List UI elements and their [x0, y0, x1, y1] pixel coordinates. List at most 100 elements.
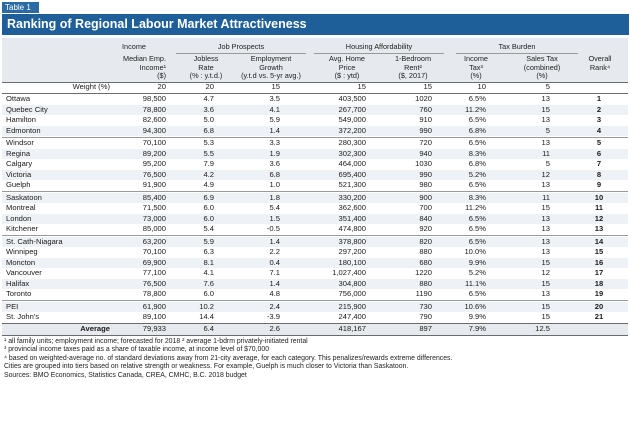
cell-city: Hamilton: [6, 115, 36, 124]
cell-med: 82,600: [142, 115, 166, 124]
table-row: Montreal 71,500 6.0 5.4 362,600 700 11.2% 15 11: [2, 203, 628, 214]
cell-growth: 1.9: [269, 148, 280, 158]
header-line: Price: [338, 62, 356, 72]
cell-rent: 840: [419, 213, 432, 223]
cell-jobless: 4.9: [203, 180, 214, 189]
cell-med: 71,500: [142, 203, 166, 212]
cell-growth: 0.4: [269, 257, 280, 267]
header-income-tax: Income Tax³ (%): [448, 54, 504, 81]
header-line: Rate: [198, 62, 214, 72]
cell-city: Toronto: [6, 289, 32, 298]
cell-growth: -0.5: [266, 224, 280, 233]
cell-price: 1,027,400: [332, 268, 366, 277]
cell-stax: 13: [541, 94, 550, 103]
cell-rent: 1190: [415, 289, 432, 298]
cell-city: Ottawa: [6, 94, 31, 103]
cell-itax: 8.3%: [468, 148, 486, 158]
cell-med: 94,300: [142, 125, 166, 135]
cell-growth: 4.1: [269, 104, 280, 114]
cell-itax: 6.8%: [468, 159, 486, 168]
cell-growth: 7.1: [269, 268, 280, 277]
header-line: (y.t.d vs. 5-yr avg.): [241, 71, 301, 80]
cell-stax: 15: [541, 104, 550, 114]
header-line: Income¹: [139, 62, 166, 72]
row-stripe: [2, 192, 628, 203]
table-row: London 73,000 6.0 1.5 351,400 840 6.5% 13 12: [2, 214, 628, 225]
cell-rent: 1030: [415, 159, 432, 168]
cell-rank: 19: [594, 289, 604, 298]
cell-med: 89,100: [142, 312, 166, 321]
header-line: ($): [157, 71, 166, 80]
average-label: Average: [80, 324, 110, 333]
cell-jobless: 6.8: [203, 125, 214, 135]
cell-itax: 6.5%: [468, 289, 486, 298]
cell-med: 61,900: [142, 301, 166, 311]
header-background: [2, 38, 628, 82]
cell-price: 351,400: [338, 213, 366, 223]
average-growth: 2.6: [269, 324, 280, 333]
header-line: Income: [464, 54, 488, 63]
cell-rent: 720: [419, 138, 432, 147]
cell-itax: 9.9%: [468, 312, 486, 321]
average-jobless: 6.4: [203, 324, 214, 333]
cell-jobless: 5.3: [203, 138, 214, 147]
table-row: Guelph 91,900 4.9 1.0 521,300 980 6.5% 13 9: [2, 180, 628, 191]
cell-growth: 1.4: [269, 236, 280, 246]
cell-city: Guelph: [6, 180, 31, 189]
header-median-emp-income: Median Emp. Income¹ ($): [100, 54, 166, 81]
cell-growth: 2.2: [269, 247, 280, 256]
cell-city: St. Cath-Niagara: [6, 236, 63, 246]
rule-average: [2, 323, 628, 324]
cell-jobless: 10.2: [199, 301, 214, 311]
cell-med: 70,100: [142, 138, 166, 147]
cell-city: Saskatoon: [6, 192, 42, 202]
cell-med: 89,200: [142, 148, 166, 158]
cell-growth: 3.5: [269, 94, 280, 103]
cell-rank: 16: [594, 257, 604, 267]
cell-jobless: 6.0: [203, 213, 214, 223]
cell-price: 695,400: [338, 169, 366, 179]
cell-med: 85,000: [142, 224, 166, 233]
cell-med: 91,900: [142, 180, 166, 189]
cell-itax: 6.5%: [468, 236, 486, 246]
cell-price: 297,200: [338, 247, 366, 256]
cell-jobless: 3.6: [203, 104, 214, 114]
weight-value: 10: [477, 82, 486, 91]
tier-rule: [2, 235, 628, 236]
cell-price: 756,000: [338, 289, 366, 298]
cell-stax: 13: [541, 289, 550, 298]
cell-itax: 5.2%: [468, 169, 486, 179]
cell-jobless: 5.4: [203, 224, 214, 233]
cell-growth: 1.5: [269, 213, 280, 223]
cell-price: 549,000: [338, 115, 366, 124]
row-stripe: [2, 213, 628, 224]
cell-itax: 11.1%: [465, 278, 486, 288]
header-line: Avg. Home: [329, 54, 365, 63]
group-job-prospects: Job Prospects: [217, 42, 265, 51]
cell-rent: 880: [419, 278, 432, 288]
row-stripe: [2, 169, 628, 180]
table-tag: Table 1: [2, 2, 39, 13]
cell-price: 330,200: [338, 192, 366, 202]
cell-rank: 17: [594, 268, 604, 277]
cell-rank: 10: [594, 192, 604, 202]
footnote-line: ¹ all family units; employment income; f…: [4, 337, 308, 345]
average-itax: 7.9%: [468, 324, 486, 333]
cell-med: 73,000: [142, 213, 166, 223]
cell-rent: 680: [419, 257, 432, 267]
cell-stax: 15: [541, 203, 550, 212]
cell-rank: 8: [596, 169, 602, 179]
cell-rent: 700: [419, 203, 432, 212]
cell-price: 403,500: [338, 94, 366, 103]
cell-city: Regina: [6, 148, 31, 158]
table-row: Toronto 78,800 6.0 4.8 756,000 1190 6.5% 13 19: [2, 289, 628, 300]
table-row: Kitchener 85,000 5.4 -0.5 474,800 920 6.5% 13 13: [2, 224, 628, 235]
cell-price: 247,400: [338, 312, 366, 321]
cell-city: Montreal: [6, 203, 36, 212]
table-row: Victoria 76,500 4.2 6.8 695,400 990 5.2% 12 8: [2, 170, 628, 181]
cell-itax: 5.2%: [468, 268, 486, 277]
cell-rank: 20: [594, 301, 604, 311]
header-line: (%): [470, 71, 482, 80]
cell-stax: 15: [541, 312, 550, 321]
